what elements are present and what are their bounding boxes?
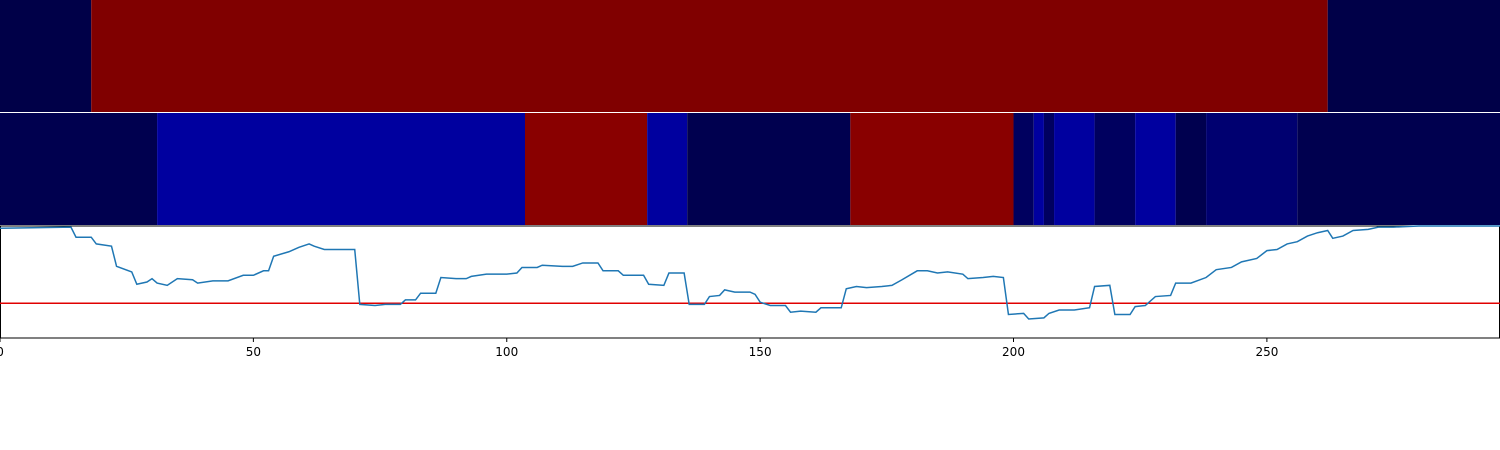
strip-segment [850,113,1014,225]
strip-segment [1043,113,1055,225]
strip-segment [0,113,158,225]
strip-segment [525,113,648,225]
x-tick-label: 50 [246,345,261,359]
strip-segment [1013,113,1034,225]
strip-segment [0,0,92,112]
strip-segment [1327,0,1500,112]
strip-segment [91,0,1328,112]
strip-segment [1135,113,1176,225]
strip-segment [1206,113,1298,225]
x-tick-label: 100 [495,345,518,359]
strip-segment [1094,113,1136,225]
strip-segment [1297,113,1500,225]
strip-segment [157,113,525,225]
plot-frame [0,225,1500,339]
x-tick-label: 200 [1002,345,1025,359]
x-tick-label: 250 [1255,345,1278,359]
line-series [0,225,1500,320]
x-tick-label: 0 [0,345,4,359]
strip-segment [647,113,688,225]
x-tick-label: 150 [749,345,772,359]
strip-segment [687,113,851,225]
strip-segment [1175,113,1207,225]
strip-segment [1054,113,1095,225]
strip-segment [1033,113,1044,225]
